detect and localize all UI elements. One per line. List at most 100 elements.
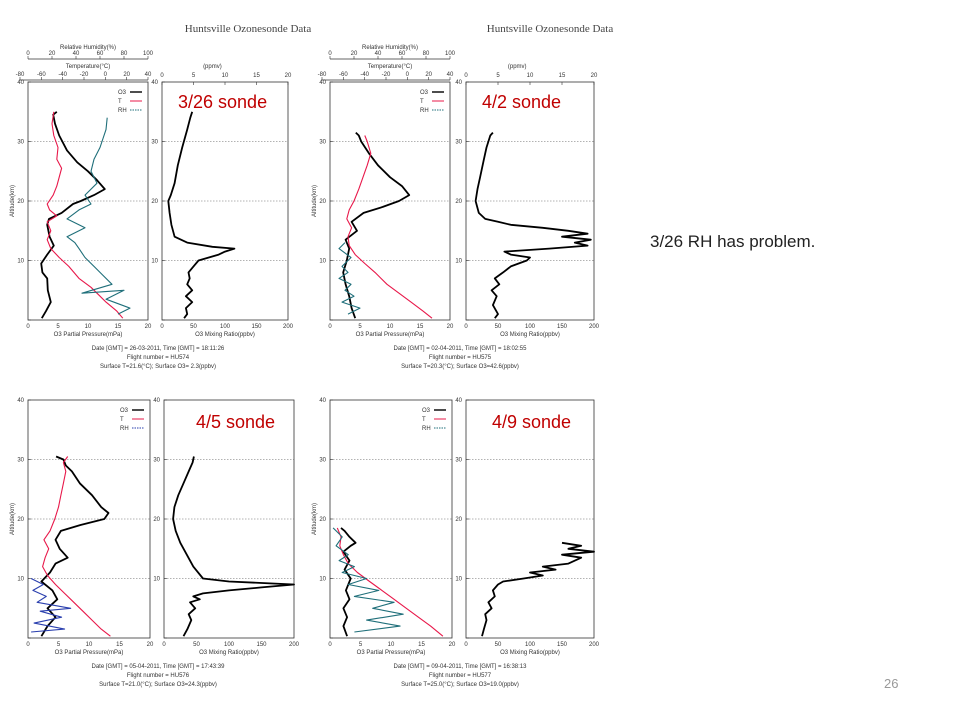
rh-tick-label: 0 bbox=[328, 51, 332, 57]
altitude-axis-title: Altitude(km) bbox=[10, 503, 16, 535]
footer-line: Surface T=21.6(°C); Surface O3= 2.3(ppbv… bbox=[100, 364, 216, 370]
partial-pressure-tick-label: 0 bbox=[328, 642, 332, 648]
partial-pressure-tick-label: 0 bbox=[328, 324, 332, 330]
rh-tick-label: 80 bbox=[121, 51, 128, 57]
sonde-label: 4/9 sonde bbox=[492, 412, 571, 432]
altitude-tick-label: 10 bbox=[455, 259, 462, 265]
partial-pressure-tick-label: 20 bbox=[449, 642, 456, 648]
mixing-ratio-tick-label: 100 bbox=[224, 642, 235, 648]
footer-line: Flight number = HU574 bbox=[127, 355, 190, 361]
mixing-ratio-tick-label: 50 bbox=[190, 324, 197, 330]
partial-pressure-tick-label: 0 bbox=[26, 324, 30, 330]
temp-tick-label: -60 bbox=[339, 72, 348, 78]
temp-tick-label: -40 bbox=[360, 72, 369, 78]
partial-pressure-tick-label: 15 bbox=[115, 324, 122, 330]
partial-pressure-tick-label: 20 bbox=[145, 324, 152, 330]
series-rh-partial-pressure bbox=[30, 578, 72, 633]
series-o3-mixing-ratio bbox=[481, 541, 595, 637]
series-o3-partial-pressure bbox=[40, 111, 106, 319]
legend-label: RH bbox=[120, 426, 129, 432]
ppmv-tick-label: 10 bbox=[222, 73, 229, 79]
panel-title: Huntsville Ozonesonde Data bbox=[185, 23, 312, 35]
mixing-ratio-tick-label: 50 bbox=[193, 642, 200, 648]
temp-tick-label: 20 bbox=[123, 72, 130, 78]
footer-line: Date [GMT] = 09-04-2011, Time [GMT] = 16… bbox=[394, 664, 528, 670]
altitude-tick-label: 40 bbox=[153, 398, 160, 404]
altitude-tick-label: 20 bbox=[153, 517, 160, 523]
temp-axis-title: Temperature(°C) bbox=[368, 64, 412, 70]
annotation-note: 3/26 RH has problem. bbox=[650, 232, 816, 251]
altitude-tick-label: 20 bbox=[151, 199, 158, 205]
footer-line: Date [GMT] = 26-03-2011, Time [GMT] = 18… bbox=[92, 346, 225, 352]
legend-label: O3 bbox=[420, 90, 429, 96]
partial-pressure-tick-label: 10 bbox=[387, 324, 394, 330]
altitude-tick-label: 20 bbox=[319, 199, 326, 205]
ppmv-tick-label: 5 bbox=[192, 73, 196, 79]
rh-tick-label: 60 bbox=[97, 51, 104, 57]
partial-pressure-axis-title: O3 Partial Pressure(mPa) bbox=[356, 332, 425, 338]
altitude-tick-label: 30 bbox=[17, 140, 24, 146]
altitude-tick-label: 40 bbox=[455, 398, 462, 404]
altitude-tick-label: 30 bbox=[17, 458, 24, 464]
footer-line: Flight number = HU576 bbox=[127, 673, 190, 679]
legend-label: RH bbox=[422, 426, 431, 432]
temp-tick-label: -20 bbox=[382, 72, 391, 78]
footer-line: Flight number = HU577 bbox=[429, 673, 492, 679]
rh-tick-label: 40 bbox=[375, 51, 382, 57]
mixing-ratio-tick-label: 200 bbox=[283, 324, 294, 330]
altitude-tick-label: 30 bbox=[455, 458, 462, 464]
partial-pressure-tick-label: 15 bbox=[116, 642, 123, 648]
temp-tick-label: -20 bbox=[80, 72, 89, 78]
partial-pressure-tick-label: 0 bbox=[26, 642, 30, 648]
series-t-partial-pressure bbox=[346, 135, 433, 319]
sonde-label: 4/5 sonde bbox=[196, 412, 275, 432]
mixing-ratio-tick-label: 150 bbox=[557, 324, 568, 330]
series-o3-partial-pressure bbox=[342, 131, 411, 319]
legend-label: O3 bbox=[118, 90, 127, 96]
altitude-tick-label: 30 bbox=[319, 458, 326, 464]
series-o3-mixing-ratio bbox=[167, 111, 236, 319]
temp-tick-label: -80 bbox=[318, 72, 327, 78]
altitude-tick-label: 30 bbox=[319, 140, 326, 146]
page-number: 26 bbox=[884, 676, 899, 691]
rh-tick-label: 100 bbox=[445, 51, 456, 57]
mixing-ratio-tick-label: 150 bbox=[256, 642, 267, 648]
mixing-ratio-tick-label: 100 bbox=[525, 642, 536, 648]
altitude-tick-label: 30 bbox=[153, 458, 160, 464]
altitude-tick-label: 20 bbox=[455, 517, 462, 523]
series-t-partial-pressure bbox=[42, 456, 111, 637]
footer-line: Date [GMT] = 02-04-2011, Time [GMT] = 18… bbox=[394, 346, 528, 352]
partial-pressure-axis-title: O3 Partial Pressure(mPa) bbox=[54, 332, 123, 338]
sonde-label: 3/26 sonde bbox=[178, 92, 267, 112]
series-o3-partial-pressure bbox=[340, 527, 357, 637]
series-o3-mixing-ratio bbox=[172, 456, 295, 637]
mixing-ratio-tick-label: 150 bbox=[557, 642, 568, 648]
rh-axis-title: Relative Humidity(%) bbox=[60, 45, 116, 51]
mixing-ratio-axis-title: O3 Mixing Ratio(ppbv) bbox=[500, 332, 560, 338]
legend-label: T bbox=[420, 99, 424, 105]
temp-axis-title: Temperature(°C) bbox=[66, 64, 110, 70]
mixing-ratio-tick-label: 200 bbox=[589, 642, 600, 648]
ppmv-tick-label: 20 bbox=[591, 73, 598, 79]
series-t-partial-pressure bbox=[46, 111, 124, 319]
footer-line: Flight number = HU575 bbox=[429, 355, 492, 361]
partial-pressure-axis-title: O3 Partial Pressure(mPa) bbox=[55, 650, 124, 656]
rh-tick-label: 40 bbox=[73, 51, 80, 57]
altitude-tick-label: 10 bbox=[319, 577, 326, 583]
rh-tick-label: 80 bbox=[423, 51, 430, 57]
partial-pressure-tick-label: 20 bbox=[147, 642, 154, 648]
panel-title: Huntsville Ozonesonde Data bbox=[487, 23, 614, 35]
rh-axis-title: Relative Humidity(%) bbox=[362, 45, 418, 51]
altitude-tick-label: 40 bbox=[17, 80, 24, 86]
legend-label: RH bbox=[118, 108, 127, 114]
altitude-axis-title: Altitude(km) bbox=[312, 185, 318, 217]
altitude-tick-label: 20 bbox=[455, 199, 462, 205]
partial-pressure-tick-label: 10 bbox=[85, 324, 92, 330]
temp-tick-label: 0 bbox=[406, 72, 410, 78]
ppmv-tick-label: 20 bbox=[285, 73, 292, 79]
mixing-ratio-tick-label: 0 bbox=[162, 642, 166, 648]
series-rh-partial-pressure bbox=[332, 527, 404, 633]
partial-pressure-tick-label: 5 bbox=[358, 324, 362, 330]
altitude-tick-label: 20 bbox=[17, 199, 24, 205]
